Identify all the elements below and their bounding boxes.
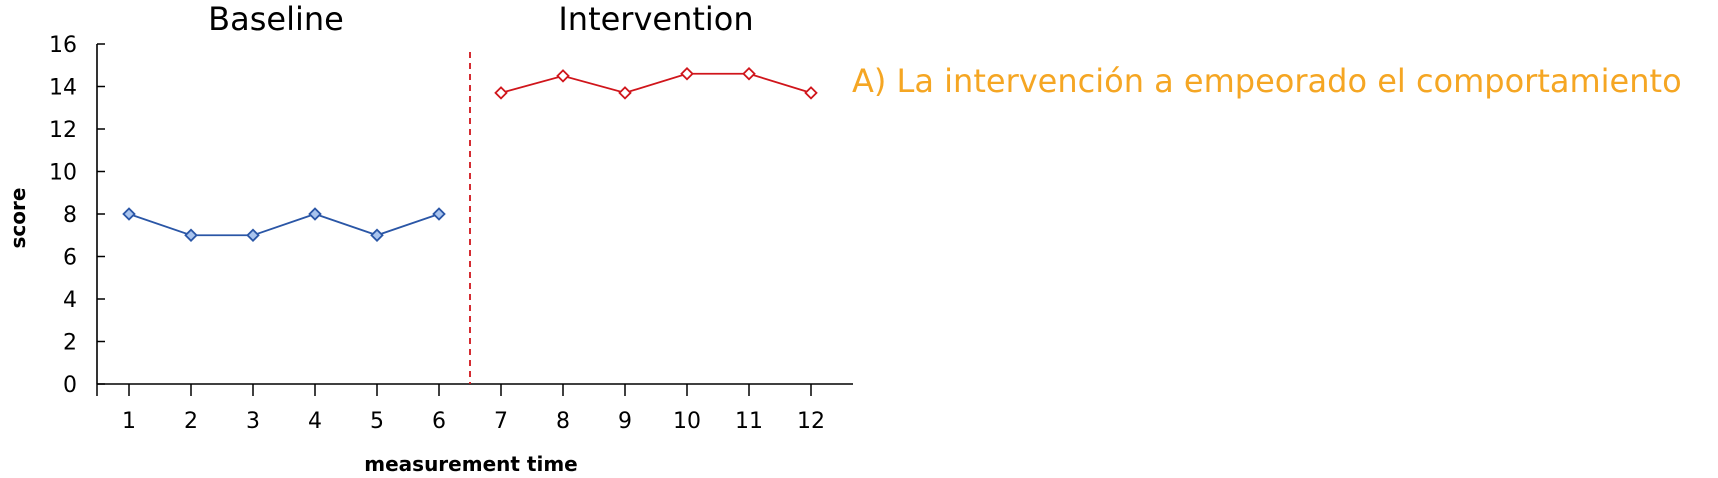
annotation-text: A) La intervención a empeorado el compor… [852,62,1682,100]
series-2-point [494,86,508,100]
x-tick-label: 6 [432,409,446,434]
series-2-point [680,66,694,81]
y-tick-label: 6 [63,246,77,271]
series-1-point [370,228,384,243]
x-tick-label: 3 [246,409,260,434]
y-tick-label: 12 [49,118,77,143]
series-1-line [128,213,440,237]
series-2-point [618,86,632,100]
series-1-point [308,207,322,221]
series-2-line [500,72,812,94]
y-tick-label: 8 [63,203,77,228]
y-tick-label: 14 [49,76,77,101]
series-2-point [556,69,570,83]
series-2-point [742,66,756,81]
series-2-point [804,86,818,100]
phase-label: Intervention [558,0,753,38]
x-tick-label: 9 [618,409,632,434]
y-tick-label: 16 [49,33,77,58]
x-tick-label: 11 [735,409,763,434]
x-tick-label: 12 [797,409,825,434]
y-tick-label: 0 [63,373,77,398]
series-1-point [432,207,446,221]
x-tick-label: 2 [184,409,198,434]
x-axis-title: measurement time [364,452,577,476]
y-axis-title: score [6,188,30,249]
x-tick-label: 5 [370,409,384,434]
x-tick-label: 1 [122,409,136,434]
y-tick-label: 10 [49,161,77,186]
phase-label: Baseline [208,0,344,38]
series-1-point [184,228,198,243]
series-layer [122,66,818,243]
series-1-point [246,228,260,243]
x-tick-label: 8 [556,409,570,434]
x-tick-label: 4 [308,409,322,434]
y-tick-label: 4 [63,288,77,313]
x-tick-label: 7 [494,409,508,434]
series-1-point [122,207,136,221]
phase-change-layer: Baseline Intervention [208,0,754,384]
x-tick-label: 10 [673,409,701,434]
y-tick-label: 2 [63,331,77,356]
